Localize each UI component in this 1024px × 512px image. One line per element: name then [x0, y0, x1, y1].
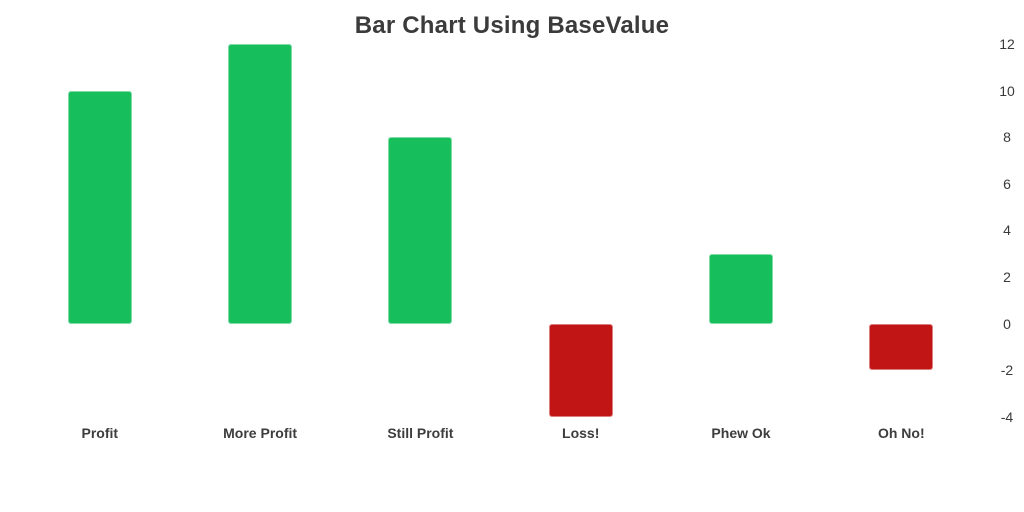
chart-title: Bar Chart Using BaseValue [354, 12, 670, 39]
x-axis-label-phew-ok: Phew Ok [711, 425, 771, 441]
y-axis-tick: -2 [1000, 362, 1014, 379]
bar-more-profit[interactable] [228, 43, 293, 324]
x-axis-label-profit: Profit [81, 425, 119, 441]
y-axis-tick: 8 [1003, 129, 1011, 146]
bar-phew-ok[interactable] [709, 253, 773, 324]
bar-profit[interactable] [67, 90, 132, 324]
x-axis-label-oh-no: Oh No! [877, 425, 925, 441]
y-axis-tick: 10 [999, 82, 1015, 99]
y-axis-tick: 4 [1003, 222, 1011, 239]
y-axis-tick: 12 [999, 35, 1015, 52]
y-axis-tick: -4 [1000, 408, 1014, 425]
x-axis-label-still-profit: Still Profit [387, 425, 454, 441]
y-axis-tick: 6 [1003, 175, 1011, 192]
y-axis-tick: 0 [1003, 315, 1011, 332]
bar-loss[interactable] [548, 323, 613, 417]
bar-still-profit[interactable] [388, 137, 453, 324]
bar-oh-no[interactable] [869, 323, 934, 371]
y-axis-tick: 2 [1003, 269, 1011, 286]
x-axis-label-loss: Loss! [562, 425, 600, 441]
x-axis-label-more-profit: More Profit [223, 425, 298, 441]
